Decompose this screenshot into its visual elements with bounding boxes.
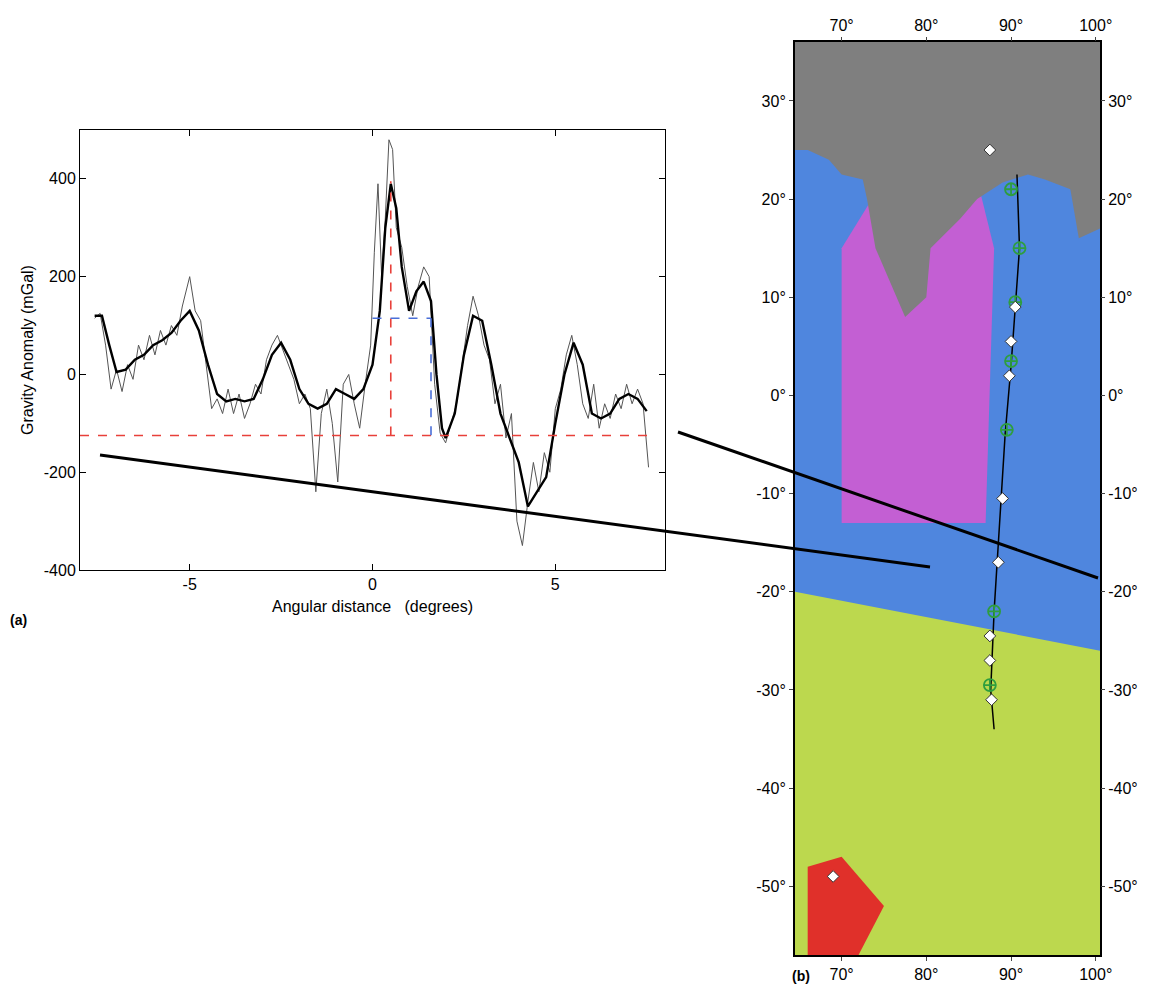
svg-text:70°: 70° [829,966,853,983]
svg-text:-30°: -30° [756,682,786,699]
svg-text:0°: 0° [1108,387,1123,404]
svg-text:-20°: -20° [1108,583,1138,600]
svg-text:-400: -400 [44,562,76,579]
svg-text:200: 200 [49,268,76,285]
svg-text:(b): (b) [792,968,810,984]
svg-text:Gravity Anomaly (mGal): Gravity Anomaly (mGal) [19,265,36,435]
svg-text:-50°: -50° [1108,878,1138,895]
svg-text:-50°: -50° [756,878,786,895]
svg-text:30°: 30° [762,93,786,110]
svg-text:90°: 90° [999,966,1023,983]
svg-text:Angular distance (degrees): Angular distance (degrees) [272,598,473,615]
svg-text:20°: 20° [762,191,786,208]
svg-text:80°: 80° [914,966,938,983]
svg-text:-30°: -30° [1108,682,1138,699]
svg-text:-200: -200 [44,464,76,481]
svg-text:0°: 0° [771,387,786,404]
svg-text:10°: 10° [1108,289,1132,306]
svg-text:100°: 100° [1079,966,1112,983]
svg-text:20°: 20° [1108,191,1132,208]
svg-text:90°: 90° [999,17,1023,34]
svg-text:0: 0 [368,576,377,593]
svg-text:-20°: -20° [756,583,786,600]
svg-text:-5: -5 [183,576,197,593]
svg-text:100°: 100° [1079,17,1112,34]
svg-text:-40°: -40° [756,780,786,797]
svg-text:80°: 80° [914,17,938,34]
svg-text:10°: 10° [762,289,786,306]
svg-text:400: 400 [49,170,76,187]
svg-text:70°: 70° [829,17,853,34]
svg-text:-10°: -10° [1108,485,1138,502]
svg-text:-40°: -40° [1108,780,1138,797]
svg-text:-10°: -10° [756,485,786,502]
svg-text:5: 5 [551,576,560,593]
svg-text:(a): (a) [10,612,27,628]
svg-text:0: 0 [67,366,76,383]
svg-text:30°: 30° [1108,93,1132,110]
